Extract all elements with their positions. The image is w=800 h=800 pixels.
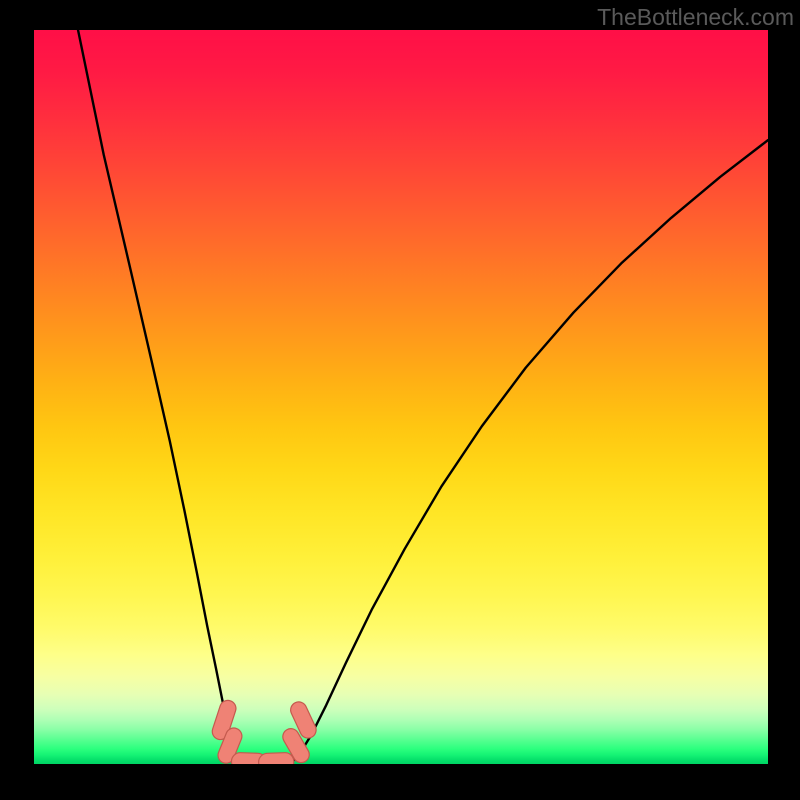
marker-pill	[258, 752, 294, 764]
plot-area	[34, 30, 768, 764]
chart-stage: TheBottleneck.com	[0, 0, 800, 800]
bottleneck-curve	[34, 30, 768, 764]
watermark-text: TheBottleneck.com	[597, 4, 794, 31]
markers-group	[210, 698, 319, 764]
